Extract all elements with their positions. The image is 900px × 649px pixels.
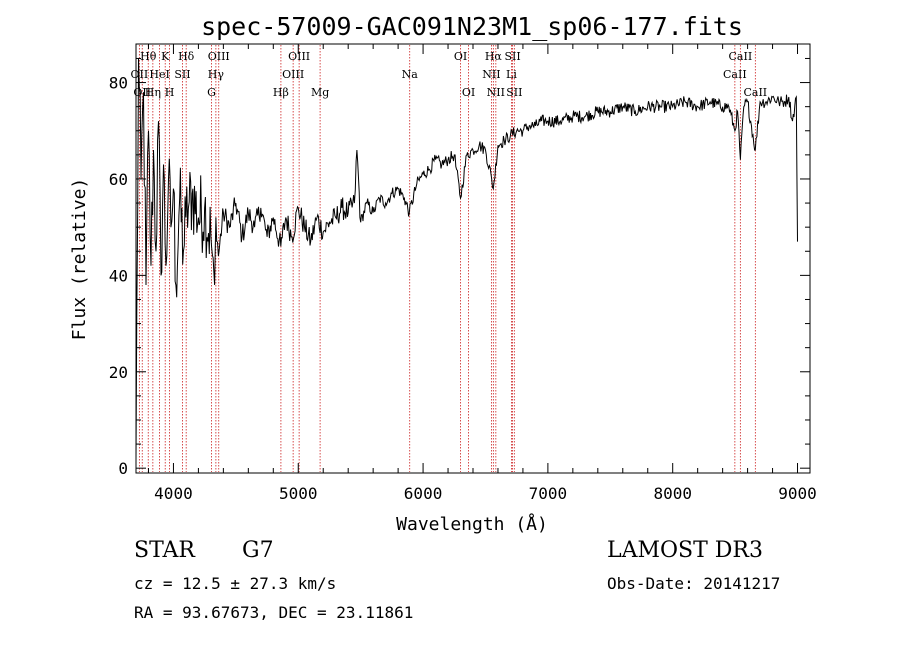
line-label-20: NII [482, 68, 500, 81]
x-axis-ticks: 4000 5000 6000 7000 8000 9000 [147, 44, 817, 503]
line-label-5: K [161, 50, 170, 63]
x-tick-label-2: 6000 [404, 484, 443, 503]
line-label-17: OI [454, 50, 467, 63]
line-label-4: HeI [149, 68, 169, 81]
x-tick-label-5: 9000 [778, 484, 817, 503]
y-axis-ticks: 0 20 40 60 80 [109, 57, 810, 478]
line-label-13: OIII [288, 50, 310, 63]
y-tick-label-3: 60 [109, 170, 128, 189]
line-label-0: Hθ [140, 50, 157, 63]
y-tick-label-4: 80 [109, 74, 128, 93]
spectrum-line [135, 58, 798, 459]
object-class: STAR [134, 538, 195, 563]
line-label-25: CaII [729, 50, 753, 63]
observation-date: Obs-Date: 20141217 [607, 574, 781, 593]
line-label-21: NII [487, 86, 505, 99]
line-label-7: H [165, 86, 175, 99]
line-label-24: SII [506, 86, 522, 99]
line-label-15: Mg [311, 86, 329, 99]
y-tick-label-0: 0 [118, 459, 128, 478]
chart-title: spec-57009-GAC091N23M1_sp06-177.fits [201, 12, 743, 41]
line-label-11: G [207, 86, 216, 99]
line-label-26: CaII [723, 68, 747, 81]
line-label-16: Na [402, 68, 419, 81]
x-tick-label-3: 7000 [529, 484, 568, 503]
line-label-3: OII [133, 86, 151, 99]
spectral-subclass: G7 [242, 538, 274, 563]
line-label-10: Hγ [208, 68, 225, 81]
line-label-9: OIII [208, 50, 230, 63]
line-label-18: OI [462, 86, 475, 99]
line-markers [138, 45, 756, 472]
line-label-19: Hα [485, 50, 503, 63]
x-tick-label-1: 5000 [279, 484, 318, 503]
x-tick-label-0: 4000 [154, 484, 193, 503]
line-label-2: Hη [145, 86, 161, 99]
y-tick-label-1: 20 [109, 363, 128, 382]
y-axis-label: Flux (relative) [69, 178, 90, 341]
y-tick-label-2: 40 [109, 266, 128, 285]
x-tick-label-4: 8000 [653, 484, 692, 503]
line-label-8: Hδ [178, 50, 195, 63]
line-label-27: CaII [743, 86, 767, 99]
line-label-6: SII [174, 68, 190, 81]
line-label-12: Hβ [273, 86, 289, 99]
line-label-22: SII [504, 50, 520, 63]
survey-name: LAMOST DR3 [607, 538, 763, 563]
line-label-23: Li [506, 68, 517, 81]
redshift-cz: cz = 12.5 ± 27.3 km/s [134, 574, 337, 593]
line-label-14: OIII [282, 68, 304, 81]
ra-dec-coordinates: RA = 93.67673, DEC = 23.11861 [134, 603, 414, 622]
x-axis-label: Wavelength (Å) [396, 513, 548, 535]
plot-frame [135, 43, 811, 474]
